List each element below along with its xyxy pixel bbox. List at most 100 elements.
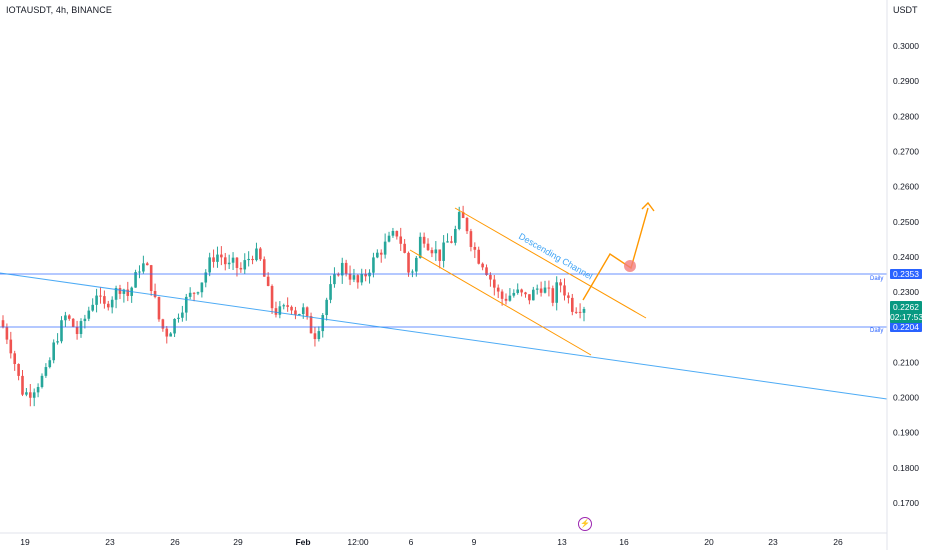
time-tick-label: 9 [472,537,477,547]
candle-body [454,229,457,243]
candle-body [524,292,527,295]
time-tick-label: 26 [833,537,843,547]
candle-body [75,326,79,335]
candle-body [547,287,551,289]
candle-body [103,296,106,304]
lightning-icon[interactable]: ⚡ [578,517,592,531]
candle-body [114,288,118,300]
candle-body [532,289,535,301]
candle-body [313,333,317,340]
candle-body [422,236,426,244]
candle-body [60,320,63,342]
candle-body [243,260,247,270]
candle-body [161,319,165,329]
time-tick-label: 6 [409,537,414,547]
price-tick-label: 0.2900 [893,76,919,86]
candle-body [282,305,286,307]
candle-body [157,297,161,320]
candle-body [40,375,44,388]
candle-body [528,294,531,301]
candle-body [13,353,16,365]
candle-body [153,291,157,298]
candle-body [337,274,340,276]
candle-body [571,297,574,312]
candle-body [262,259,266,277]
candle-body [44,367,48,376]
candle-body [356,275,360,283]
candle-body [485,267,488,275]
price-tick-label: 0.1900 [893,428,919,438]
candle-body [52,342,55,361]
candle-body [142,263,145,272]
candle-body [321,315,325,332]
price-tick-label: 0.2500 [893,217,919,227]
candle-body [457,212,461,230]
candle-body [220,254,223,258]
candle-body [169,333,172,337]
candle-body [188,292,192,297]
candle-body [399,236,403,244]
candle-body [274,308,278,315]
candle-body [67,315,71,319]
candle-body [582,308,586,313]
candle-body [340,262,344,276]
candle-body [543,287,547,293]
annotations-layer: Descending Channel [0,201,888,400]
candle-body [118,288,122,294]
target-marker [624,260,636,272]
level-price-lower: 0.2204 [890,322,922,332]
candle-body [212,257,215,262]
price-tick-label: 0.2100 [893,357,919,367]
candle-body [500,291,504,299]
candle-body [294,310,297,315]
price-currency: USDT [893,5,918,15]
candle-body [469,231,473,247]
candle-body [520,289,523,293]
price-tick-label: 0.1700 [893,498,919,508]
candle-body [255,248,258,261]
time-tick-label: 26 [170,537,180,547]
candle-body [208,257,211,273]
time-tick-label: 23 [105,537,115,547]
candle-body [173,318,176,334]
time-tick-label: Feb [295,537,310,547]
candle-body [83,318,87,322]
channel-lower-line [409,249,592,356]
time-tick-label: 19 [20,537,30,547]
time-tick-label: 16 [619,537,629,547]
candle-body [426,243,430,251]
candle-body [329,284,332,300]
price-tick-label: 0.2700 [893,146,919,156]
candle-body [477,249,481,264]
candle-body [200,282,204,293]
candle-body [5,327,9,340]
candle-body [177,317,180,319]
candle-body [239,267,243,270]
candle-body [278,306,282,315]
candle-body [387,235,391,242]
candle-body [91,304,94,311]
time-tick-label: 13 [557,537,567,547]
candle-body [512,292,516,296]
candle-body [325,299,328,316]
candle-body [372,257,375,273]
candle-body [508,295,512,301]
current-price-value: 0.2262 [893,302,919,312]
candle-body [235,257,239,268]
candle-body [344,262,348,274]
candle-body [231,257,235,263]
candle-body [317,331,321,340]
candle-body [383,241,387,255]
candle-body [352,275,356,280]
candle-body [216,254,219,262]
candle-body [286,305,289,307]
candle-body [368,272,371,277]
price-tick-label: 0.3000 [893,41,919,51]
candle-body [442,242,445,261]
current-price-badge: 0.2262 02:17:53 [890,301,923,323]
candle-body [1,320,5,328]
candle-body [165,328,169,337]
candle-body [489,274,492,280]
candle-body [450,241,453,243]
